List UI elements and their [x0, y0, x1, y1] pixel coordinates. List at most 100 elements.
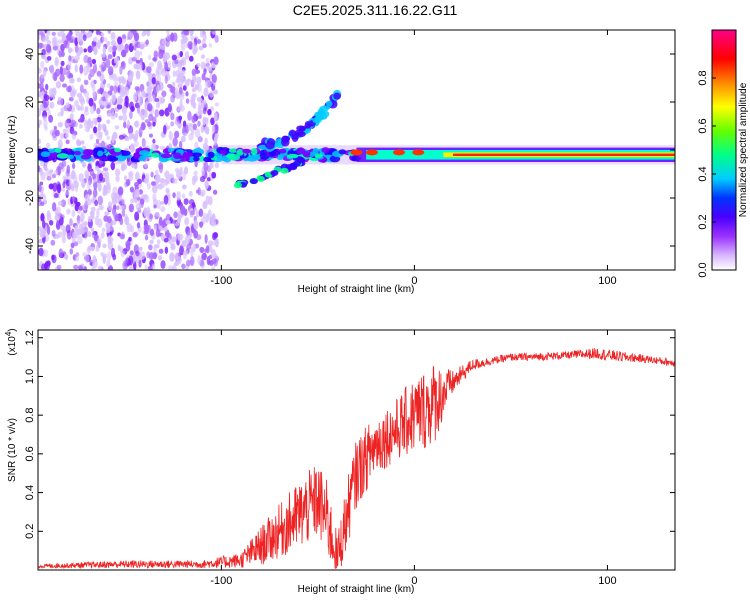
main-band-cell: [203, 156, 212, 163]
spectrogram-noise-cell: [87, 245, 92, 252]
spectrogram-noise-cell: [189, 210, 196, 216]
snr-multiplier-label: (x104): [4, 328, 18, 355]
x-tick-label: -100: [210, 575, 232, 587]
spectrogram-noise-cell: [69, 77, 75, 84]
main-band-cell: [173, 152, 182, 160]
spectrogram-noise-cell: [192, 86, 198, 92]
spectrogram-noise-cell: [97, 218, 103, 228]
spectrogram-noise-cell: [67, 60, 72, 70]
spectrogram-noise-cell: [106, 135, 110, 141]
colorbar-title: Normalized spectral amplitude: [738, 82, 749, 217]
spectrogram-noise-cell: [83, 221, 88, 227]
spectrogram-noise-cell: [106, 104, 111, 109]
spectrogram-noise-cell: [40, 201, 45, 207]
spectrogram-noise-cell: [62, 128, 67, 134]
spectrogram-noise-cell: [93, 117, 98, 126]
main-band-cell: [286, 153, 299, 159]
spectrogram-y-axis-title: Frequency (Hz): [7, 116, 18, 185]
spectrogram-noise-cell: [89, 105, 95, 115]
spectrogram-noise-cell: [211, 248, 216, 259]
spectrogram-noise-cell: [79, 115, 84, 123]
spectrogram-noise-cell: [129, 110, 133, 120]
spectrogram-noise-cell: [106, 259, 111, 268]
spectrogram-noise-cell: [60, 224, 66, 231]
spectrogram-noise-cell: [125, 179, 131, 186]
spectrogram-noise-cell: [117, 95, 123, 105]
spectrogram-noise-cell: [106, 182, 111, 190]
spectrogram-noise-cell: [82, 34, 87, 42]
spectrogram-noise-cell: [148, 54, 152, 60]
spectrogram-noise-cell: [89, 133, 94, 140]
spectrogram-noise-cell: [191, 93, 196, 103]
spectrogram-noise-cell: [209, 91, 214, 98]
spectrogram-noise-cell: [144, 110, 148, 118]
spectrogram-noise-cell: [94, 165, 100, 172]
spectrogram-noise-cell: [78, 46, 84, 54]
spectrogram-noise-cell: [57, 31, 63, 37]
main-band-cell: [220, 155, 228, 162]
spectrogram-noise-cell: [200, 125, 205, 134]
spectrogram-noise-cell: [79, 64, 84, 74]
spectrogram-noise-cell: [153, 50, 158, 59]
spectrogram-noise-cell: [197, 39, 202, 45]
spectrogram-noise-cell: [121, 163, 128, 171]
spectrogram-noise-cell: [41, 90, 45, 96]
colorbar-frame: [711, 29, 737, 271]
spectrogram-noise-cell: [189, 122, 194, 128]
spectrogram-noise-cell: [151, 77, 156, 85]
snr-multiplier-base: (x10: [7, 336, 18, 356]
spectrogram-noise-cell: [133, 140, 139, 148]
spectrogram-noise-cell: [186, 243, 192, 250]
spectrogram-noise-cell: [158, 216, 163, 226]
spectrogram-noise-cell: [128, 172, 134, 182]
spectrogram-noise-cell: [159, 200, 165, 206]
main-band-cell: [236, 148, 244, 156]
spectrogram-x-axis-title: Height of straight line (km): [298, 284, 415, 295]
spectrogram-noise-cell: [79, 218, 84, 223]
spectrogram-noise-cell: [188, 190, 193, 197]
spectrogram-noise-cell: [84, 90, 90, 98]
spectrogram-noise-cell: [87, 30, 93, 38]
spectrogram-noise-cell: [197, 120, 201, 127]
spectrogram-noise-cell: [177, 83, 183, 88]
spectrogram-noise-cell: [152, 252, 158, 260]
spectrogram-noise-cell: [138, 183, 143, 188]
spectrogram-noise-cell: [211, 219, 217, 226]
y-tick-label: 20: [24, 96, 36, 108]
spectrogram-noise-cell: [134, 188, 140, 198]
spectrogram-noise-cell: [139, 41, 145, 51]
spectrogram-noise-cell: [152, 193, 157, 202]
spectrogram-noise-cell: [207, 209, 212, 220]
spectrogram-noise-cell: [95, 138, 100, 145]
spectrogram-noise-cell: [213, 56, 219, 65]
spectrogram-noise-cell: [194, 160, 198, 168]
snr-series-line: [38, 347, 675, 570]
spectrogram-noise-cell: [42, 37, 48, 42]
spectrogram-noise-cell: [138, 111, 144, 117]
spectrogram-noise-cell: [135, 70, 141, 80]
snr-x-axis-title: Height of straight line (km): [298, 584, 415, 595]
spectrogram-noise-cell: [205, 79, 211, 89]
spectrogram-noise-cell: [46, 56, 52, 61]
spectrogram-noise-cell: [181, 240, 187, 247]
spectrogram-noise-cell: [75, 138, 81, 147]
spectrogram-noise-cell: [57, 121, 64, 128]
spectrogram-noise-cell: [70, 36, 76, 44]
rising-branch-cell: [265, 142, 275, 150]
spectrogram-noise-cell: [139, 246, 143, 251]
rising-branch-cell: [325, 100, 333, 107]
spectrogram-noise-cell: [84, 254, 90, 263]
main-band-cell: [160, 153, 173, 159]
spectrogram-noise-cell: [153, 204, 157, 209]
spectrogram-noise-cell: [40, 73, 45, 79]
spectrogram-noise-cell: [102, 167, 109, 172]
spectrogram-noise-cell: [102, 46, 107, 55]
spectrogram-noise-cell: [155, 212, 160, 217]
spectrogram-noise-cell: [38, 247, 44, 257]
spectrogram-noise-cell: [107, 201, 113, 212]
spectrogram-noise-cell: [213, 89, 219, 95]
spectrogram-noise-cell: [73, 264, 79, 270]
spectrogram-noise-cell: [181, 56, 187, 66]
rising-branch-cell: [317, 114, 328, 120]
spectrogram-noise-cell: [97, 237, 102, 243]
